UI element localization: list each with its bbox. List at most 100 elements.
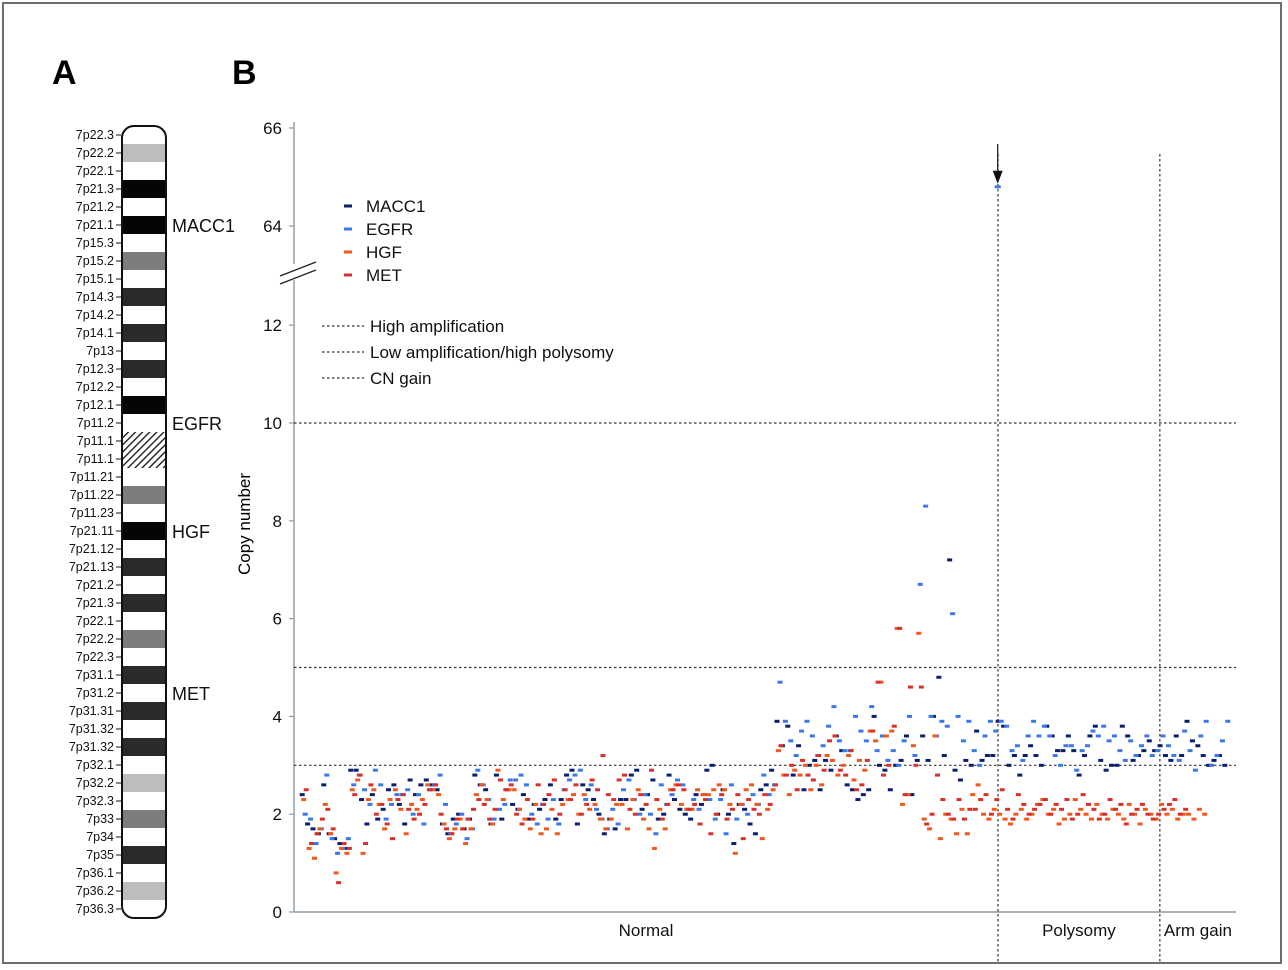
data-mark [869, 705, 875, 709]
data-mark [574, 822, 580, 826]
data-mark [472, 773, 478, 777]
data-mark [1047, 734, 1053, 738]
data-mark [934, 773, 940, 777]
data-mark [1018, 807, 1024, 811]
data-mark [352, 793, 358, 797]
data-mark [654, 798, 660, 802]
band-label: 7p11.1 [77, 434, 114, 448]
data-mark [928, 714, 934, 718]
data-mark [641, 817, 647, 821]
data-mark [972, 807, 978, 811]
data-mark [446, 837, 452, 841]
band-label: 7p14.3 [76, 290, 114, 304]
data-mark [1114, 763, 1120, 767]
chromosome-band [122, 216, 166, 235]
data-mark [1037, 802, 1043, 806]
data-mark [905, 793, 911, 797]
data-mark [556, 822, 562, 826]
data-mark [712, 817, 718, 821]
data-mark [1202, 812, 1208, 816]
data-mark [1031, 719, 1037, 723]
data-mark [940, 798, 946, 802]
chromosome-band [122, 144, 166, 163]
chromosome-band [122, 666, 166, 685]
series-met [303, 626, 1189, 885]
data-mark [982, 734, 988, 738]
chromosome-band [122, 738, 166, 757]
data-mark [765, 807, 771, 811]
data-mark [619, 802, 625, 806]
data-mark [551, 778, 557, 782]
data-mark [653, 832, 659, 836]
data-mark [349, 788, 355, 792]
data-mark [405, 788, 411, 792]
chromosome-band [122, 234, 166, 253]
data-mark [1022, 754, 1028, 758]
data-mark [1132, 812, 1138, 816]
data-mark [407, 778, 413, 782]
data-mark [456, 812, 462, 816]
data-mark [932, 734, 938, 738]
data-mark [317, 827, 323, 831]
band-label: 7p32.3 [76, 794, 114, 808]
chromosome-band [122, 252, 166, 271]
data-mark [583, 798, 589, 802]
data-mark [1058, 763, 1064, 767]
data-mark [470, 807, 476, 811]
data-mark [993, 729, 999, 733]
data-mark [713, 812, 719, 816]
data-mark [866, 788, 872, 792]
chromosome-band [122, 828, 166, 847]
y-tick-label: 2 [273, 805, 282, 824]
data-mark [321, 783, 327, 787]
data-mark [1134, 807, 1140, 811]
data-mark [1083, 812, 1089, 816]
data-mark [790, 773, 796, 777]
data-mark [568, 798, 574, 802]
data-mark [483, 788, 489, 792]
data-mark [646, 827, 652, 831]
data-mark [372, 768, 378, 772]
data-mark [794, 788, 800, 792]
data-mark [314, 832, 320, 836]
data-mark [538, 832, 544, 836]
data-mark [639, 807, 645, 811]
data-mark [939, 719, 945, 723]
data-mark [519, 822, 525, 826]
data-mark [303, 788, 309, 792]
data-mark [704, 768, 710, 772]
data-mark [442, 802, 448, 806]
chromosome-band [122, 198, 166, 217]
data-mark [723, 832, 729, 836]
data-mark [903, 734, 909, 738]
data-mark [1137, 822, 1143, 826]
data-mark [348, 768, 354, 772]
data-mark [1055, 749, 1061, 753]
chromosome-band [122, 432, 166, 451]
data-mark [1053, 802, 1059, 806]
data-mark [912, 754, 918, 758]
band-label: 7p12.2 [76, 380, 114, 394]
data-mark [812, 758, 818, 762]
data-mark [658, 783, 664, 787]
band-label: 7p13 [86, 344, 114, 358]
data-mark [535, 783, 541, 787]
data-mark [1042, 798, 1048, 802]
data-mark [747, 822, 753, 826]
data-mark [896, 763, 902, 767]
data-mark [614, 802, 620, 806]
band-label: 7p22.1 [76, 164, 114, 178]
data-mark [960, 739, 966, 743]
data-mark [1052, 754, 1058, 758]
band-label: 7p36.1 [76, 866, 114, 880]
band-label: 7p21.1 [76, 218, 114, 232]
data-mark [355, 778, 361, 782]
data-mark [1024, 817, 1030, 821]
chromosome-ideogram: 7p22.3 7p22.2 7p22.1 7p21.3 7p21.2 7p21.1 7p15… [69, 125, 235, 919]
data-mark [693, 793, 699, 797]
data-mark [1173, 734, 1179, 738]
data-mark [740, 837, 746, 841]
data-mark [392, 788, 398, 792]
data-mark [968, 763, 974, 767]
data-mark [963, 758, 969, 762]
